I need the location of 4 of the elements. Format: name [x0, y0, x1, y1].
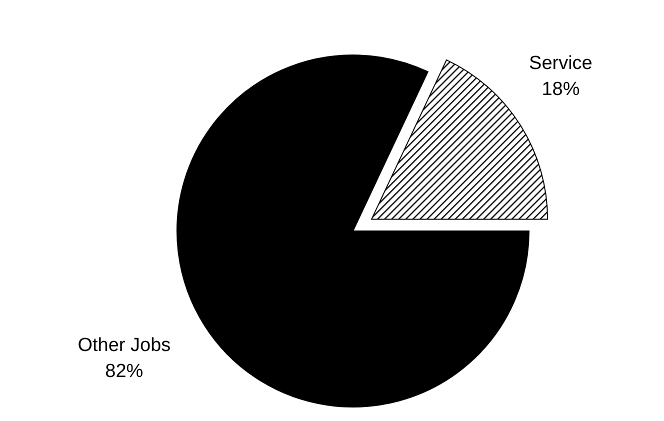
data-label: 82%	[105, 361, 144, 382]
data-label: 18%	[542, 79, 580, 100]
slice-label: Other Jobs	[78, 335, 171, 356]
slice-label: Service	[529, 53, 592, 74]
